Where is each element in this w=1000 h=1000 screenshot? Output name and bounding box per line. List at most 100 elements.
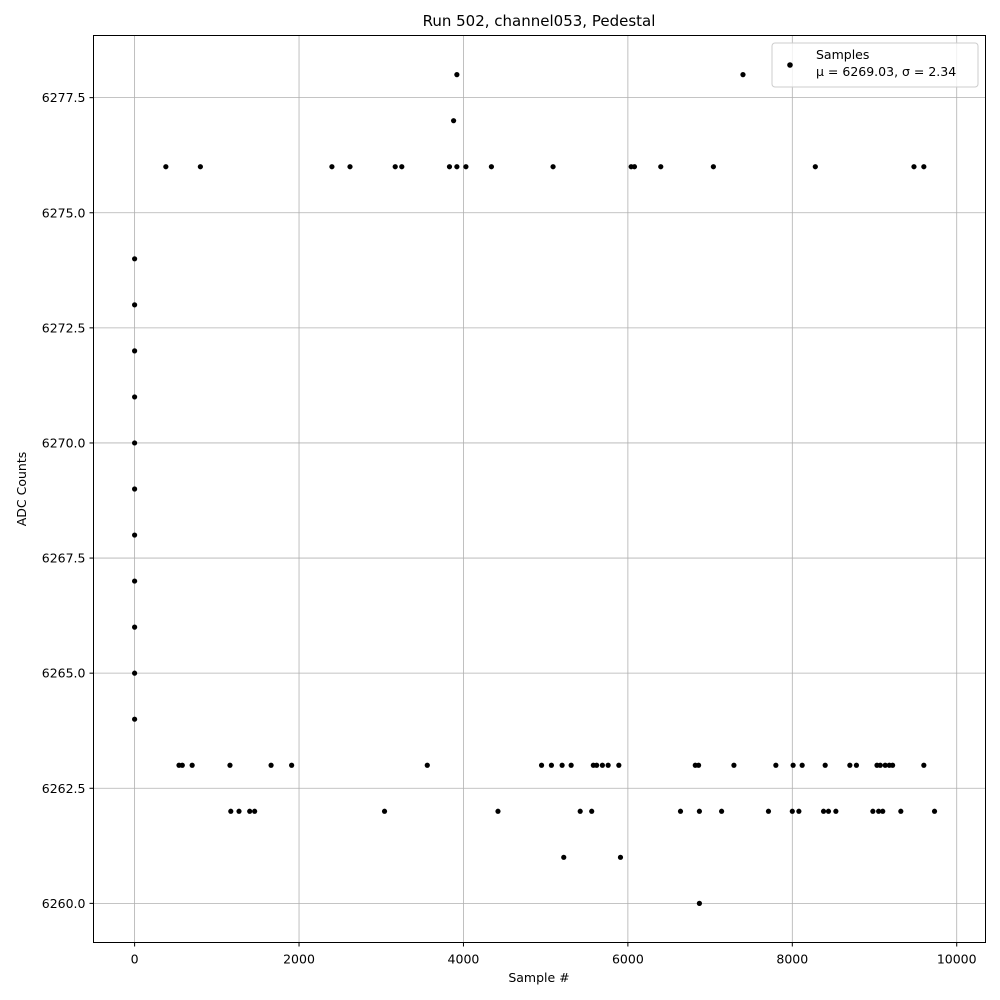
y-tick-label: 6270.0 — [42, 435, 86, 450]
data-point — [189, 762, 195, 768]
data-point — [631, 164, 638, 170]
data-point — [890, 762, 896, 768]
data-point — [658, 164, 664, 170]
data-point — [488, 164, 495, 170]
data-point — [820, 808, 827, 814]
data-point — [812, 164, 818, 170]
data-point — [132, 670, 138, 676]
legend-series-name: Samples — [816, 47, 869, 62]
data-point — [538, 762, 545, 768]
data-point — [877, 762, 883, 768]
data-point — [773, 762, 779, 768]
data-point — [179, 762, 185, 768]
data-point — [617, 854, 624, 860]
data-point — [132, 486, 138, 492]
data-point — [696, 900, 703, 906]
plot-frame — [93, 35, 986, 943]
data-point — [446, 164, 453, 170]
data-point — [876, 808, 882, 814]
data-point — [548, 762, 555, 768]
data-point — [731, 762, 737, 768]
data-point — [921, 762, 927, 768]
chart-title: Run 502, channel053, Pedestal — [423, 12, 656, 30]
legend: Samples μ = 6269.03, σ = 2.34 — [771, 42, 979, 88]
data-point — [132, 440, 138, 446]
data-point — [132, 256, 138, 262]
legend-box — [771, 42, 979, 88]
data-point — [163, 164, 169, 170]
data-point — [882, 762, 888, 768]
data-point — [392, 164, 398, 170]
x-tick-label: 10000 — [937, 952, 977, 967]
y-tick-label: 6260.0 — [42, 896, 86, 911]
data-point — [833, 808, 839, 814]
data-point — [589, 808, 595, 814]
y-tick-label: 6272.5 — [42, 320, 86, 335]
data-point — [347, 164, 353, 170]
data-point — [289, 762, 295, 768]
data-point — [132, 716, 138, 722]
data-point — [132, 394, 138, 400]
data-point — [847, 762, 853, 768]
y-tick-label: 6262.5 — [42, 781, 86, 796]
data-point — [252, 808, 258, 814]
data-point — [268, 762, 274, 768]
data-point — [605, 762, 611, 768]
x-tick-label: 0 — [131, 952, 139, 967]
data-point — [853, 762, 860, 768]
data-point — [399, 164, 405, 170]
data-point — [227, 762, 233, 768]
data-point — [822, 762, 828, 768]
data-point — [132, 624, 138, 630]
data-point — [898, 808, 904, 814]
data-point — [424, 762, 430, 768]
data-point — [132, 348, 138, 354]
data-point — [247, 808, 253, 814]
data-point — [718, 808, 725, 814]
legend-stats: μ = 6269.03, σ = 2.34 — [816, 64, 956, 79]
data-point — [880, 808, 886, 814]
data-point — [796, 808, 802, 814]
data-point — [197, 164, 203, 170]
data-point — [599, 762, 605, 768]
data-point — [799, 762, 805, 768]
data-point — [463, 164, 469, 170]
y-tick-label: 6267.5 — [42, 551, 86, 566]
data-point — [450, 118, 457, 124]
data-point — [236, 808, 242, 814]
x-axis-label: Sample # — [508, 970, 569, 985]
data-point — [132, 578, 138, 584]
x-tick-label: 4000 — [448, 952, 480, 967]
x-tick-label: 2000 — [283, 952, 315, 967]
data-point — [568, 762, 574, 768]
axis-ticks: 0 2000 4000 6000 8000 10000 6260.0 6262.5 6265.0… — [42, 90, 977, 966]
data-point — [931, 808, 938, 814]
data-points — [132, 72, 938, 906]
data-point — [740, 72, 746, 78]
data-point — [765, 808, 772, 814]
y-axis-label: ADC Counts — [14, 452, 29, 527]
data-point — [695, 762, 702, 768]
data-point — [495, 808, 501, 814]
data-point — [329, 164, 335, 170]
data-point — [696, 808, 703, 814]
legend-marker — [787, 62, 793, 68]
data-point — [454, 164, 460, 170]
data-point — [559, 762, 565, 768]
data-point — [710, 164, 716, 170]
data-point — [911, 164, 917, 170]
data-point — [577, 808, 583, 814]
y-tick-label: 6275.0 — [42, 205, 86, 220]
data-point — [550, 164, 556, 170]
x-tick-label: 8000 — [776, 952, 808, 967]
y-tick-label: 6277.5 — [42, 90, 86, 105]
data-point — [825, 808, 832, 814]
data-point — [381, 808, 388, 814]
data-point — [132, 302, 138, 308]
data-point — [789, 808, 795, 814]
y-tick-label: 6265.0 — [42, 666, 86, 681]
x-tick-label: 6000 — [612, 952, 644, 967]
data-point — [594, 762, 600, 768]
data-point — [616, 762, 622, 768]
